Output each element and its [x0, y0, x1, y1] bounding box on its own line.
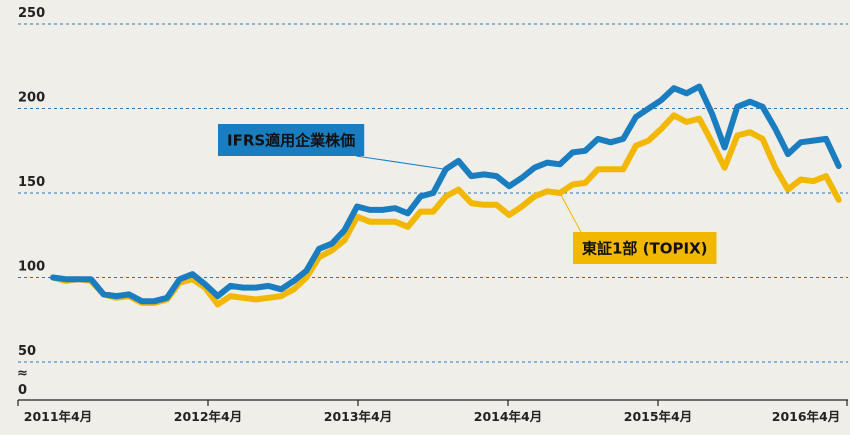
ifrs-leader-line: [356, 155, 446, 170]
ifrs-label-box: [218, 124, 365, 156]
series-callouts: IFRS適用企業株価 東証1部 (TOPIX): [218, 124, 717, 264]
x-tick-label: 2011年4月: [24, 409, 93, 424]
y-tick-label: 100: [18, 260, 45, 275]
x-tick-label: 2016年4月: [772, 409, 841, 424]
topix-series-line: [50, 112, 842, 308]
y-tick-label: 150: [18, 175, 45, 190]
x-tick-label: 2014年4月: [474, 409, 543, 424]
topix-label-box: [573, 232, 717, 264]
topix-series-label: 東証1部 (TOPIX): [582, 240, 708, 258]
ifrs-series-label: IFRS適用企業株価: [227, 132, 355, 150]
x-axis: 2011年4月 2012年4月 2013年4月 2014年4月 2015年4月 2016年…: [17, 399, 848, 424]
y-tick-label: 0: [18, 383, 27, 398]
axis-break-symbol: ≈: [17, 366, 28, 381]
y-tick-label: 200: [18, 91, 45, 106]
topix-leader-line: [559, 192, 582, 233]
x-tick-label: 2012年4月: [174, 409, 243, 424]
y-axis: 250 200 150 100 50 ≈0: [17, 6, 45, 398]
y-tick-label: 50: [18, 344, 36, 359]
series-lines: [50, 83, 842, 308]
x-tick-label: 2015年4月: [624, 409, 693, 424]
y-tick-label: 250: [18, 6, 45, 21]
x-tick-label: 2013年4月: [324, 409, 393, 424]
